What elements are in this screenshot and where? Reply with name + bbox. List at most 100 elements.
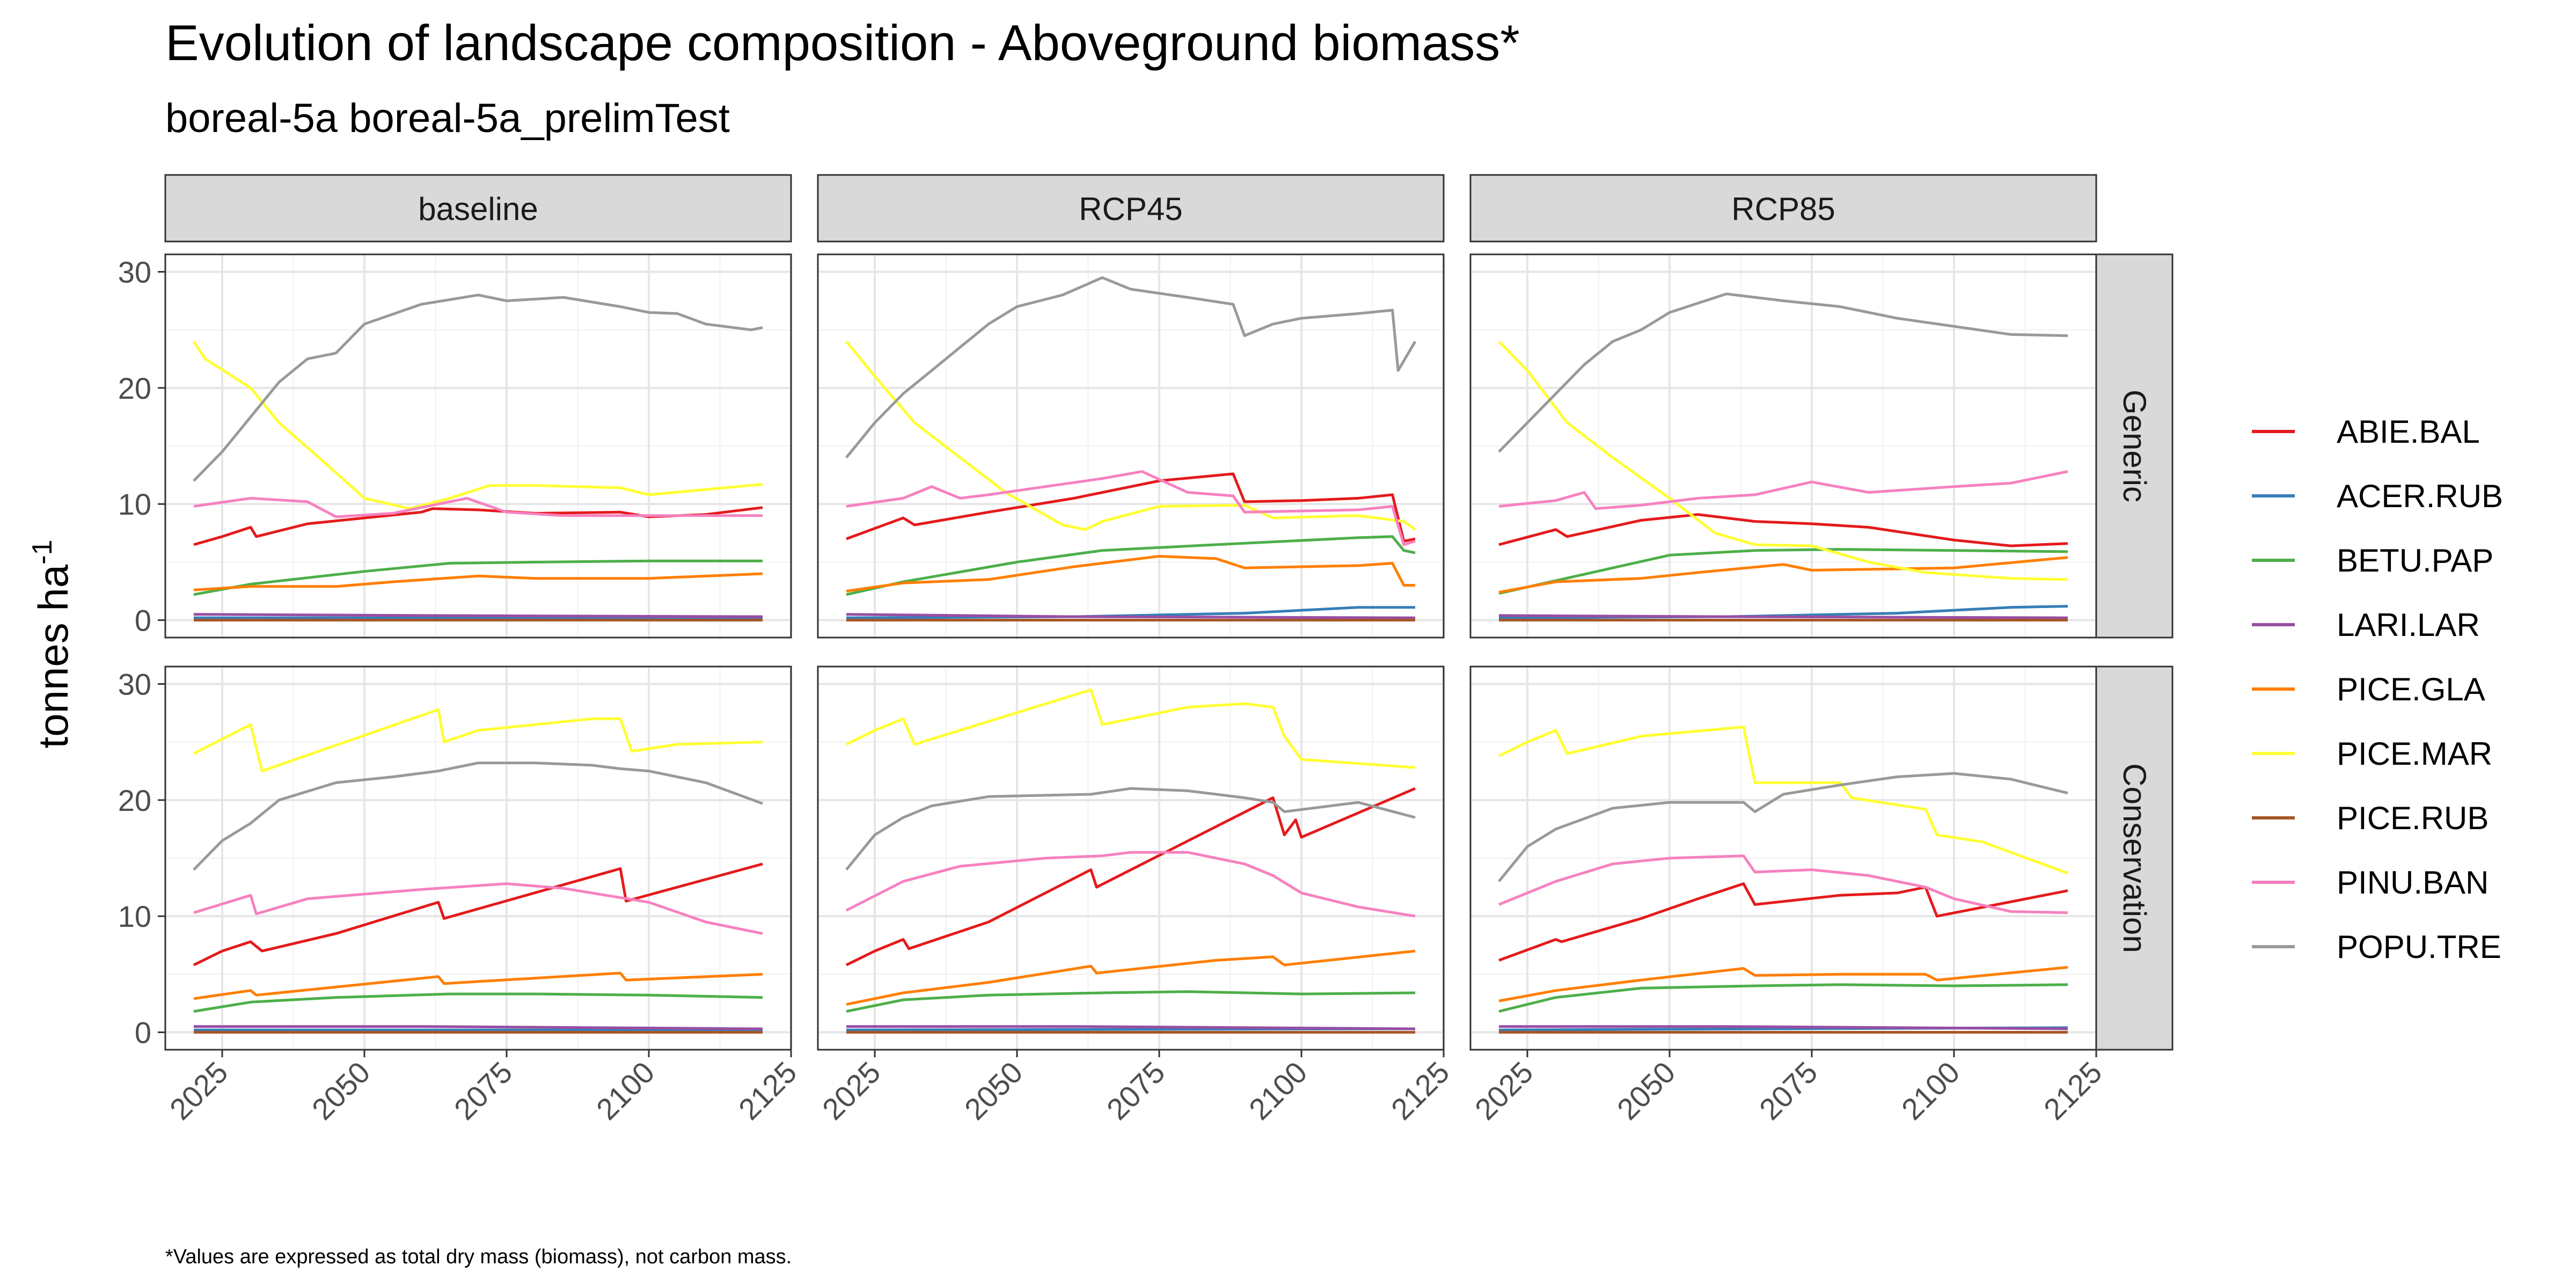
series-line-abie-bal xyxy=(846,472,1416,543)
y-tick-label: 0 xyxy=(135,1016,151,1050)
panel-border xyxy=(164,253,792,639)
series-line-pinu-ban xyxy=(193,882,763,935)
chart-title: Evolution of landscape composition - Abo… xyxy=(165,14,1520,71)
series-line-lari-lar xyxy=(846,613,1416,619)
series-line-pice-gla xyxy=(846,555,1415,592)
panel-rcp45-generic xyxy=(817,253,1445,639)
y-tick-label: 10 xyxy=(118,487,151,521)
legend-label: LARI.LAR xyxy=(2337,607,2480,643)
strip-label-baseline: baseline xyxy=(418,191,538,227)
series-line-lari-lar xyxy=(1498,614,2068,619)
legend-label: ABIE.BAL xyxy=(2337,414,2480,450)
x-tick-label: 2050 xyxy=(305,1055,377,1126)
series-line-abie-bal xyxy=(1498,513,2068,547)
strip-rcp45 xyxy=(817,174,1445,243)
legend: ABIE.BAL ACER.RUB BETU.PAP LARI.LAR PICE.GLA… xyxy=(2252,414,2503,965)
legend-item-popu-tre: POPU.TRE xyxy=(2252,929,2501,965)
series-line-popu-tre xyxy=(1498,772,2068,882)
legend-label: ACER.RUB xyxy=(2337,478,2503,514)
legend-item-betu-pap: BETU.PAP xyxy=(2252,543,2493,579)
series-line-pinu-ban xyxy=(846,470,1416,546)
series-line-pice-gla xyxy=(193,572,763,591)
x-tick-label: 2050 xyxy=(1611,1055,1682,1126)
strip-generic xyxy=(2095,253,2174,639)
series-line-pice-gla xyxy=(1498,965,2068,1002)
series-line-pice-gla xyxy=(846,949,1416,1006)
series-line-abie-bal xyxy=(845,787,1416,967)
strip-baseline xyxy=(164,174,792,243)
legend-item-lari-lar: LARI.LAR xyxy=(2252,607,2480,643)
legend-item-abie-bal: ABIE.BAL xyxy=(2252,414,2480,450)
panel-border xyxy=(1469,253,2097,639)
series-line-pice-mar xyxy=(845,340,1416,531)
series-line-popu-tre xyxy=(845,276,1417,459)
series-line-popu-tre xyxy=(1498,292,2068,453)
series-line-pice-mar xyxy=(1498,726,2068,875)
legend-label: PINU.BAN xyxy=(2337,865,2489,901)
panel-border xyxy=(164,665,792,1051)
strip-label-generic: Generic xyxy=(2117,390,2153,502)
strip-conservation xyxy=(2095,665,2174,1051)
y-tick-label: 20 xyxy=(118,784,151,817)
panel-baseline-conservation: 0 10 20 30 2025 2050 2075 2100 2125 xyxy=(118,665,803,1126)
legend-label: PICE.GLA xyxy=(2337,671,2485,707)
legend-label: PICE.RUB xyxy=(2337,800,2489,836)
chart-subtitle: boreal-5a boreal-5a_prelimTest xyxy=(165,96,730,141)
series-line-popu-tre xyxy=(845,787,1416,871)
series-line-abie-bal xyxy=(1498,882,2068,962)
x-tick-label: 2050 xyxy=(958,1055,1029,1126)
series-line-pinu-ban xyxy=(193,496,763,518)
x-tick-label: 2100 xyxy=(1242,1055,1314,1126)
series-line-betu-pap xyxy=(846,535,1416,596)
x-tick-label: 2075 xyxy=(448,1055,519,1126)
series-line-pinu-ban xyxy=(845,851,1416,918)
series-line-betu-pap xyxy=(193,992,763,1013)
series-line-abie-bal xyxy=(193,862,763,967)
chart-caption: *Values are expressed as total dry mass … xyxy=(165,1246,792,1268)
y-tick-label: 0 xyxy=(135,604,151,638)
strip-label-rcp85: RCP85 xyxy=(1731,191,1835,227)
legend-item-pinu-ban: PINU.BAN xyxy=(2252,865,2489,901)
legend-item-pice-gla: PICE.GLA xyxy=(2252,671,2485,707)
panel-border xyxy=(1469,665,2097,1051)
series-line-pinu-ban xyxy=(1498,854,2068,914)
series-line-betu-pap xyxy=(193,559,763,596)
strip-label-conservation: Conservation xyxy=(2117,763,2153,953)
panel-border xyxy=(817,253,1445,639)
y-axis-label: tonnes ha-1 xyxy=(27,540,77,749)
series-line-lari-lar xyxy=(194,1025,763,1030)
x-tick-label: 2025 xyxy=(816,1055,887,1126)
x-tick-label: 2125 xyxy=(732,1055,803,1126)
series-line-popu-tre xyxy=(193,762,763,871)
series-line-pice-mar xyxy=(1498,340,2068,581)
panels-area: baseline RCP45 RCP85 Generic Conservation 0 10… xyxy=(118,174,2174,1126)
legend-item-pice-mar: PICE.MAR xyxy=(2252,736,2492,772)
y-tick-label: 30 xyxy=(118,667,151,701)
panel-border xyxy=(817,665,1445,1051)
legend-item-pice-rub: PICE.RUB xyxy=(2252,800,2489,836)
series-line-pice-mar xyxy=(193,708,763,773)
x-tick-label: 2125 xyxy=(2037,1055,2109,1126)
legend-label: BETU.PAP xyxy=(2337,543,2493,579)
y-tick-label: 30 xyxy=(118,255,151,289)
series-line-lari-lar xyxy=(1499,1025,2068,1030)
panel-rcp85-conservation: 2025 2050 2075 2100 2125 xyxy=(1468,665,2109,1126)
x-tick-label: 2075 xyxy=(1753,1055,1824,1126)
strip-rcp85 xyxy=(1469,174,2097,243)
strip-label-rcp45: RCP45 xyxy=(1079,191,1182,227)
series-line-pinu-ban xyxy=(1498,470,2068,510)
series-line-lari-lar xyxy=(846,1025,1416,1030)
legend-label: POPU.TRE xyxy=(2337,929,2501,965)
x-tick-label: 2100 xyxy=(1895,1055,1966,1126)
legend-item-acer-rub: ACER.RUB xyxy=(2252,478,2503,514)
panel-baseline-generic: 0 10 20 30 xyxy=(118,253,792,639)
series-line-pice-gla xyxy=(1498,556,2068,594)
legend-label: PICE.MAR xyxy=(2337,736,2492,772)
series-line-popu-tre xyxy=(193,294,763,482)
series-line-betu-pap xyxy=(846,990,1416,1013)
series-line-pice-gla xyxy=(193,971,763,1000)
x-tick-label: 2100 xyxy=(590,1055,661,1126)
panel-rcp85-generic xyxy=(1469,253,2097,639)
x-tick-label: 2075 xyxy=(1100,1055,1172,1126)
